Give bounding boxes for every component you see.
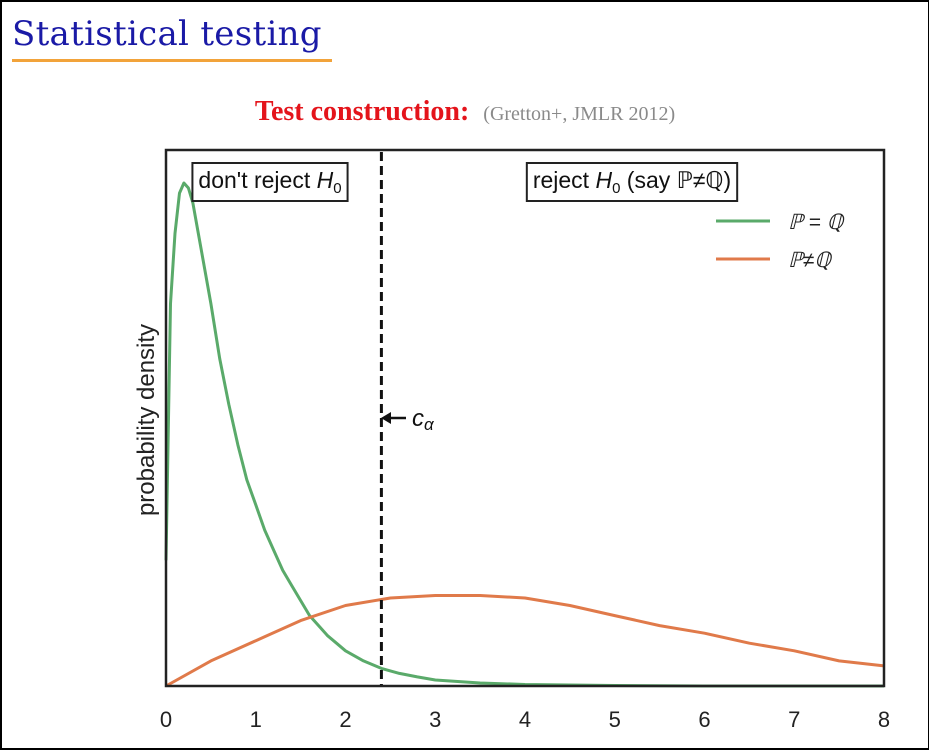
x-tick-label: 7 [788, 707, 800, 732]
section-heading: Test construction: (Gretton+, JMLR 2012) [0, 96, 930, 128]
x-tick-label: 4 [519, 707, 531, 732]
x-tick-label: 3 [429, 707, 441, 732]
threshold-arrow-head [381, 412, 391, 424]
legend-label-null: ℙ = ℚ [788, 211, 846, 234]
plot-border [164, 148, 886, 688]
region-label-right-text: reject H0 (say ℙ≠ℚ) [533, 167, 731, 197]
x-tick-label: 1 [250, 707, 262, 732]
heading-text: Test construction: [254, 96, 470, 127]
plot-area: 0 1 2 3 4 5 6 7 8 don't reject H0 reject H0 (say ℙ… [160, 148, 890, 732]
legend-label-alt: ℙ≠ℚ [788, 249, 833, 272]
x-tick-label: 8 [878, 707, 890, 732]
series-line-null [164, 181, 884, 688]
x-tick-label: 6 [698, 707, 710, 732]
region-label-left-text: don't reject H0 [198, 167, 341, 197]
x-tick-label: 5 [609, 707, 621, 732]
region-label-right-box [525, 162, 739, 202]
x-tick-label: 0 [160, 707, 172, 732]
title-underline [12, 59, 332, 62]
slide-title: Statistical testing [12, 14, 322, 54]
region-label-left-box [191, 162, 349, 202]
threshold-label: cα [412, 405, 435, 434]
x-tick-label: 2 [339, 707, 351, 732]
series-line-alt [165, 594, 885, 688]
citation-text: (Gretton+, JMLR 2012) [483, 103, 676, 125]
y-axis-label: probability density [133, 324, 160, 516]
